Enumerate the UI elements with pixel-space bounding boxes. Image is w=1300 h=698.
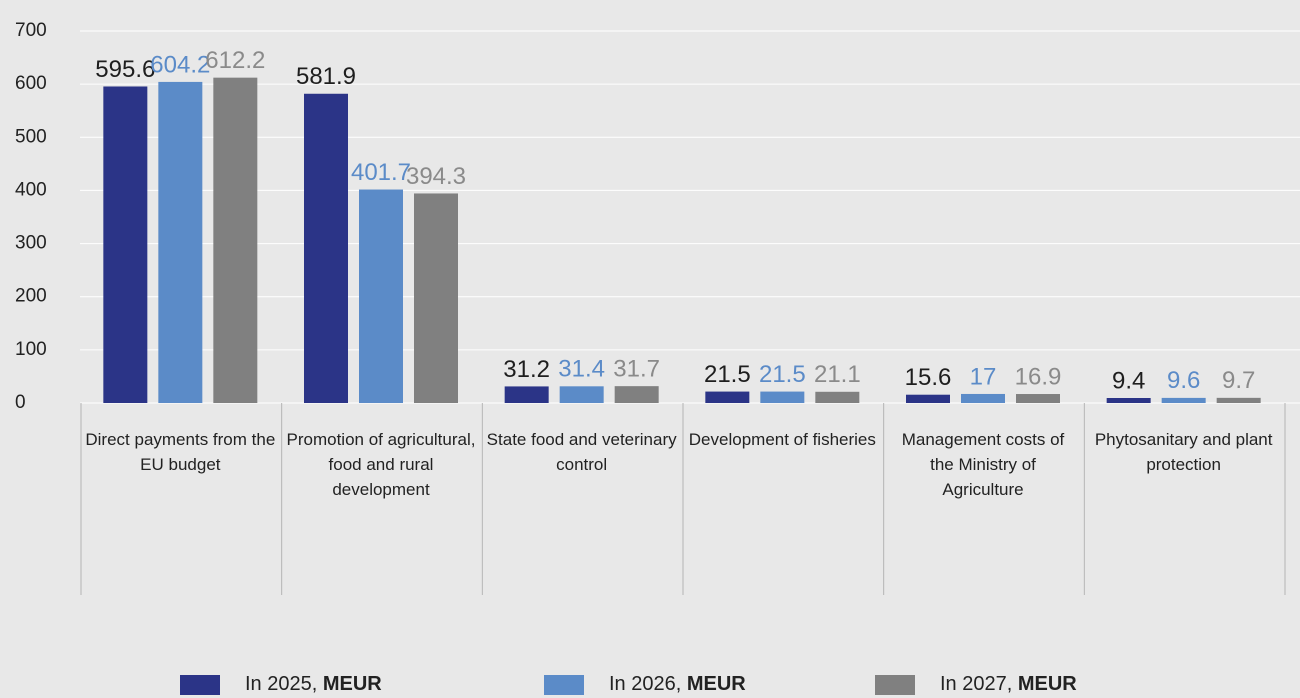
value-label: 31.2 <box>503 356 550 383</box>
value-label: 21.5 <box>704 361 751 388</box>
bar <box>1016 394 1060 403</box>
value-label: 17 <box>970 363 997 390</box>
value-label: 16.9 <box>1015 363 1062 390</box>
bar <box>213 77 258 404</box>
value-label: 581.9 <box>296 63 356 90</box>
value-label: 21.1 <box>814 361 861 388</box>
legend-swatch <box>875 675 915 695</box>
bar <box>614 386 659 403</box>
bar <box>961 393 1005 403</box>
bar <box>103 86 148 403</box>
value-label: 9.7 <box>1222 367 1255 394</box>
value-label: 612.2 <box>205 47 265 74</box>
y-tick-label: 0 <box>15 392 26 413</box>
bar <box>906 394 950 403</box>
y-tick-label: 600 <box>15 73 47 94</box>
bar <box>359 189 403 403</box>
value-label: 15.6 <box>905 364 952 391</box>
bar <box>1216 397 1261 403</box>
bar <box>304 93 348 403</box>
y-tick-label: 100 <box>15 339 47 360</box>
y-tick-label: 400 <box>15 179 47 200</box>
x-tick-label: Promotion of agricultural, food and rura… <box>286 430 476 499</box>
x-tick-label: Management costs of the Ministry of Agri… <box>901 430 1065 499</box>
value-label: 21.5 <box>759 361 806 388</box>
value-label: 401.7 <box>351 159 411 186</box>
legend-swatch <box>180 675 220 695</box>
bar <box>760 391 805 403</box>
x-tick-label: State food and veterinary control <box>486 430 677 474</box>
bar <box>504 386 549 403</box>
value-label: 9.4 <box>1112 367 1145 394</box>
legend-label: In 2026, MEUR <box>609 673 746 695</box>
bar <box>1161 397 1206 403</box>
bar <box>815 391 860 403</box>
y-tick-label: 500 <box>15 126 47 147</box>
bar <box>158 81 203 403</box>
legend-label: In 2025, MEUR <box>245 673 382 695</box>
value-label: 595.6 <box>95 56 155 83</box>
y-tick-label: 300 <box>15 233 47 254</box>
x-tick-label: Development of fisheries <box>688 430 876 449</box>
bar <box>1106 398 1151 403</box>
x-tick-label: Phytosanitary and plant protection <box>1094 430 1273 474</box>
bar <box>705 391 750 403</box>
value-label: 604.2 <box>150 51 210 78</box>
y-tick-label: 700 <box>15 20 47 41</box>
value-label: 31.4 <box>558 356 605 383</box>
y-tick-label: 200 <box>15 286 47 307</box>
legend-swatch <box>544 675 584 695</box>
bar <box>414 193 458 403</box>
value-label: 31.7 <box>613 355 660 382</box>
x-tick-label: Direct payments from the EU budget <box>85 430 276 474</box>
legend-label: In 2027, MEUR <box>940 673 1077 695</box>
value-label: 9.6 <box>1167 367 1200 394</box>
bar <box>559 386 604 403</box>
value-label: 394.3 <box>406 163 466 190</box>
